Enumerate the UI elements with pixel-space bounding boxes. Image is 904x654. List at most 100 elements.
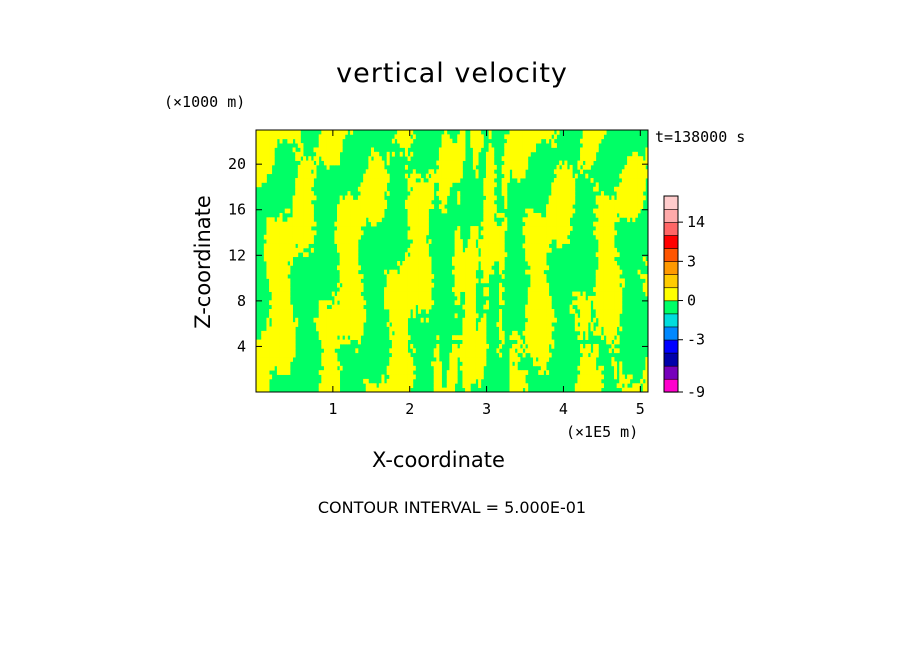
field-cell-positive (517, 339, 521, 345)
field-cell-positive (436, 361, 440, 367)
field-cell-positive (467, 374, 471, 380)
field-cell-positive (297, 191, 301, 196)
field-cell-positive (412, 295, 416, 301)
field-cell-positive (621, 199, 625, 205)
field-cell-positive (418, 204, 422, 209)
field-cell-positive (418, 195, 422, 201)
field-cell-positive (533, 243, 537, 249)
field-cell-positive (305, 195, 309, 201)
field-cell-positive (271, 322, 275, 327)
field-cell-positive (452, 287, 456, 292)
field-cell-positive (566, 195, 570, 201)
field-cell-positive (337, 221, 341, 227)
field-cell-positive (543, 239, 547, 244)
field-cell-positive (363, 217, 367, 223)
field-cell-positive (397, 317, 401, 323)
field-cell-positive (645, 370, 648, 375)
field-cell-positive (499, 330, 503, 336)
field-cell-positive (404, 374, 408, 380)
field-cell-positive (352, 330, 356, 336)
field-cell-positive (467, 247, 471, 253)
field-cell-positive (444, 191, 448, 196)
field-cell-positive (600, 269, 604, 275)
field-cell-positive (410, 247, 414, 253)
field-cell-positive (616, 186, 620, 192)
field-cell-positive (472, 287, 476, 292)
field-cell-positive (276, 365, 280, 371)
field-cell-positive (310, 182, 314, 188)
field-cell-positive (454, 274, 458, 279)
field-cell-positive (504, 182, 508, 188)
field-cell-positive (350, 217, 354, 223)
field-cell-positive (303, 217, 307, 223)
field-cell-positive (488, 252, 492, 258)
field-cell-positive (514, 134, 518, 140)
field-cell-positive (527, 335, 531, 340)
field-cell-positive (399, 357, 403, 362)
field-cell-positive (632, 212, 636, 218)
field-cell-positive (608, 252, 612, 258)
field-cell-positive (412, 191, 416, 196)
field-cell-positive (263, 378, 267, 384)
field-cell-positive (266, 247, 270, 253)
field-cell-positive (616, 309, 620, 314)
field-cell-positive (342, 309, 346, 314)
field-cell-positive (580, 326, 584, 332)
field-cell-positive (538, 217, 542, 223)
field-cell-positive (407, 269, 411, 275)
field-cell-positive (300, 199, 304, 205)
field-cell-positive (465, 352, 469, 358)
field-cell-positive (574, 322, 578, 327)
field-cell-positive (397, 300, 401, 306)
field-cell-positive (640, 182, 644, 188)
field-cell-positive (350, 326, 354, 332)
field-cell-positive (452, 261, 456, 266)
field-cell-positive (433, 352, 437, 358)
field-cell-positive (467, 252, 471, 258)
field-cell-positive (512, 156, 516, 161)
field-cell-positive (350, 274, 354, 279)
field-cell-positive (538, 247, 542, 253)
field-cell-positive (533, 326, 537, 332)
field-cell-positive (478, 134, 482, 140)
field-cell-positive (470, 138, 474, 144)
field-cell-positive (538, 256, 542, 262)
field-cell-positive (535, 261, 539, 266)
field-cell-positive (470, 322, 474, 327)
field-cell-positive (289, 322, 293, 327)
field-cell-positive (533, 352, 537, 358)
field-cell-positive (308, 182, 312, 188)
field-cell-positive (501, 287, 505, 292)
field-cell-positive (284, 130, 288, 135)
field-cell-positive (472, 160, 476, 166)
field-cell-positive (611, 343, 615, 349)
field-cell-positive (616, 195, 620, 201)
field-cell-positive (360, 313, 364, 319)
field-cell-positive (517, 370, 521, 375)
field-cell-positive (491, 239, 495, 244)
field-cell-positive (360, 326, 364, 332)
field-cell-positive (472, 243, 476, 249)
field-cell-positive (415, 282, 419, 288)
field-cell-positive (465, 295, 469, 301)
field-cell-positive (284, 330, 288, 336)
field-cell-positive (606, 291, 610, 297)
field-cell-positive (308, 169, 312, 175)
field-cell-positive (587, 361, 591, 367)
field-cell-positive (483, 239, 487, 244)
field-cell-positive (263, 151, 267, 157)
field-cell-positive (323, 317, 327, 323)
field-cell-positive (271, 247, 275, 253)
field-cell-positive (603, 239, 607, 244)
field-cell-positive (564, 239, 568, 244)
field-cell-positive (543, 335, 547, 340)
field-cell-positive (399, 287, 403, 292)
field-cell-positive (514, 378, 518, 384)
field-cell-positive (499, 343, 503, 349)
field-cell-positive (535, 256, 539, 262)
field-cell-positive (407, 374, 411, 380)
field-cell-positive (326, 147, 330, 153)
field-cell-positive (378, 186, 382, 192)
field-cell-positive (566, 239, 570, 244)
field-cell-positive (572, 208, 576, 214)
